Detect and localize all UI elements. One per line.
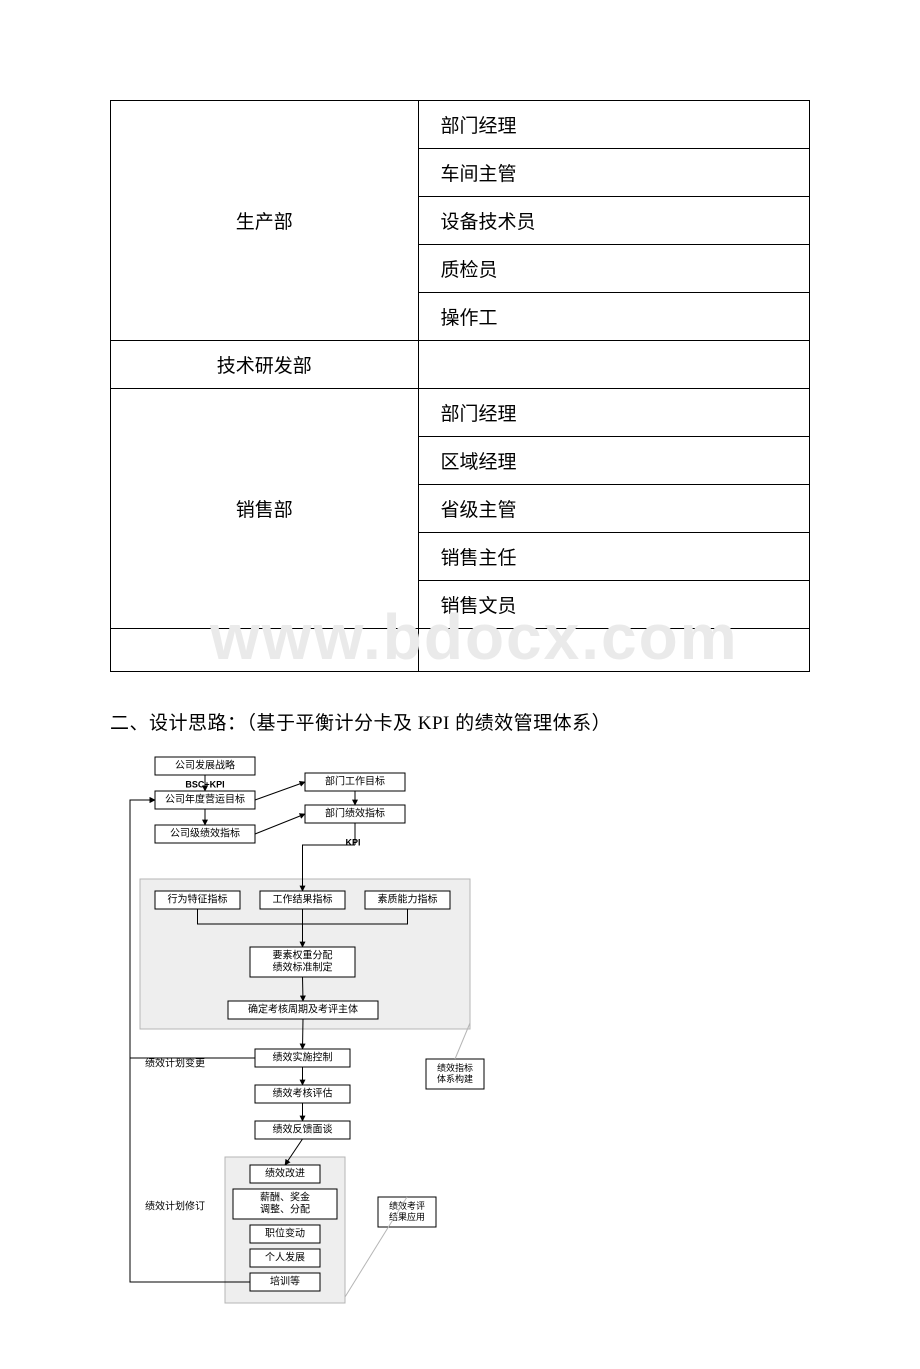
role-cell: 区域经理 (418, 437, 809, 485)
svg-text:公司级绩效指标: 公司级绩效指标 (170, 827, 240, 840)
svg-text:行为特征指标: 行为特征指标 (168, 893, 228, 906)
svg-text:素质能力指标: 素质能力指标 (378, 893, 438, 906)
svg-text:绩效考核评估: 绩效考核评估 (273, 1087, 333, 1100)
role-cell: 部门经理 (418, 389, 809, 437)
role-cell: 操作工 (418, 293, 809, 341)
svg-text:绩效计划修订: 绩效计划修订 (145, 1200, 205, 1213)
svg-text:结果应用: 结果应用 (389, 1211, 425, 1222)
svg-text:绩效改进: 绩效改进 (265, 1167, 305, 1180)
svg-text:薪酬、奖金: 薪酬、奖金 (260, 1191, 310, 1204)
svg-text:绩效反馈面谈: 绩效反馈面谈 (273, 1123, 333, 1136)
dept-cell (111, 629, 419, 672)
dept-cell: 生产部 (111, 101, 419, 341)
role-cell: 省级主管 (418, 485, 809, 533)
svg-text:调整、分配: 调整、分配 (260, 1203, 310, 1216)
svg-text:培训等: 培训等 (270, 1275, 300, 1288)
svg-text:公司年度营运目标: 公司年度营运目标 (165, 793, 245, 806)
svg-text:体系构建: 体系构建 (437, 1073, 473, 1084)
role-cell: 部门经理 (418, 101, 809, 149)
role-cell: 质检员 (418, 245, 809, 293)
svg-text:绩效指标: 绩效指标 (437, 1062, 473, 1073)
svg-text:工作结果指标: 工作结果指标 (273, 893, 333, 906)
dept-cell: 销售部 (111, 389, 419, 629)
role-cell: 车间主管 (418, 149, 809, 197)
role-cell: 销售文员 (418, 581, 809, 629)
svg-text:KPI: KPI (345, 837, 360, 847)
svg-text:确定考核周期及考评主体: 确定考核周期及考评主体 (248, 1003, 358, 1016)
svg-text:职位变动: 职位变动 (265, 1227, 305, 1240)
svg-text:部门绩效指标: 部门绩效指标 (325, 807, 385, 820)
svg-text:绩效计划变更: 绩效计划变更 (145, 1057, 205, 1070)
svg-text:个人发展: 个人发展 (265, 1251, 305, 1264)
svg-text:绩效标准制定: 绩效标准制定 (273, 961, 333, 974)
svg-text:要素权重分配: 要素权重分配 (273, 949, 333, 962)
svg-text:绩效实施控制: 绩效实施控制 (273, 1051, 333, 1064)
section-title: 二、设计思路：（基于平衡计分卡及 KPI 的绩效管理体系） (110, 708, 810, 735)
role-cell (418, 341, 809, 389)
dept-cell: 技术研发部 (111, 341, 419, 389)
flowchart-diagram: 公司发展战略公司年度营运目标公司级绩效指标 部门工作目标部门绩效指标行为特征指标 工… (110, 749, 810, 1309)
role-cell: 销售主任 (418, 533, 809, 581)
svg-text:部门工作目标: 部门工作目标 (325, 775, 385, 788)
org-table: 生产部部门经理车间主管设备技术员质检员操作工技术研发部销售部部门经理区域经理省级… (110, 100, 810, 672)
svg-text:绩效考评: 绩效考评 (389, 1200, 425, 1211)
role-cell (418, 629, 809, 672)
role-cell: 设备技术员 (418, 197, 809, 245)
svg-text:公司发展战略: 公司发展战略 (175, 759, 235, 772)
